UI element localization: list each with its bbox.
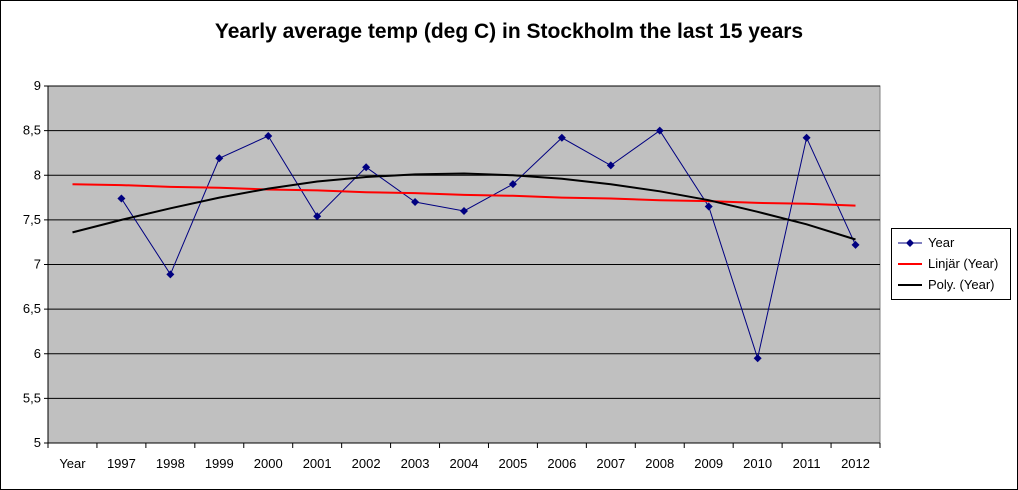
legend-label-linear: Linjär (Year): [928, 256, 999, 271]
data-point: [166, 270, 175, 279]
x-tick-label: 1998: [156, 456, 185, 471]
x-tick-label: 2003: [401, 456, 430, 471]
data-point: [460, 206, 468, 215]
data-point: [704, 202, 713, 211]
chart-title: Yearly average temp (deg C) in Stockholm…: [214, 20, 804, 43]
y-tick-label: 7: [34, 257, 41, 272]
legend-swatch-year: [898, 239, 922, 247]
data-point: [411, 198, 420, 207]
legend-item-linear: Linjär (Year): [898, 254, 1010, 274]
data-point: [557, 133, 566, 142]
y-tick-label: 7,5: [23, 212, 41, 227]
legend-swatch-linear: [898, 263, 922, 265]
x-tick-label: 2007: [596, 456, 625, 471]
x-tick-label: 2011: [793, 456, 821, 471]
x-tick-label: 2009: [694, 456, 723, 471]
legend-item-poly: Poly. (Year): [898, 275, 1010, 295]
data-point: [215, 154, 224, 163]
series-line-year: [120, 129, 856, 361]
y-tick-label: 5,5: [23, 390, 41, 405]
data-point: [313, 212, 322, 221]
y-tick-label: 8: [34, 167, 41, 182]
y-tick-label: 6,5: [23, 301, 41, 316]
trendline-poly: [72, 172, 856, 241]
x-tick-label: 1997: [107, 456, 136, 471]
data-point: [117, 194, 126, 203]
y-tick-label: 6: [34, 346, 41, 361]
data-point: [362, 163, 371, 172]
x-tick-label: 2000: [254, 456, 283, 471]
x-tick-label: 2008: [645, 456, 674, 471]
legend-item-year: Year: [898, 233, 1010, 253]
legend-swatch-poly: [898, 284, 922, 286]
legend-label-year: Year: [928, 235, 955, 250]
data-point: [508, 180, 517, 189]
x-tick-label: 1999: [205, 456, 234, 471]
trendline-linear: [72, 183, 856, 207]
legend: Year Linjär (Year) Poly. (Year): [891, 228, 1011, 300]
data-point: [264, 131, 273, 140]
data-point: [655, 126, 664, 135]
y-tick-label: 9: [34, 78, 41, 93]
x-tick-label: 2001: [303, 456, 332, 471]
x-tick-label: 2010: [743, 456, 772, 471]
legend-label-poly: Poly. (Year): [928, 277, 995, 292]
x-tick-label: 2002: [352, 456, 381, 471]
y-tick-label: 5: [34, 435, 41, 450]
data-point: [753, 354, 762, 363]
data-point: [802, 133, 811, 142]
x-tick-label: Year: [59, 456, 86, 471]
y-tick-label: 8,5: [23, 123, 41, 138]
x-tick-label: 2006: [547, 456, 576, 471]
data-point: [851, 240, 860, 249]
data-point: [606, 161, 615, 170]
x-tick-label: 2005: [498, 456, 527, 471]
x-tick-label: 2004: [450, 456, 479, 471]
x-tick-label: 2012: [841, 456, 870, 471]
